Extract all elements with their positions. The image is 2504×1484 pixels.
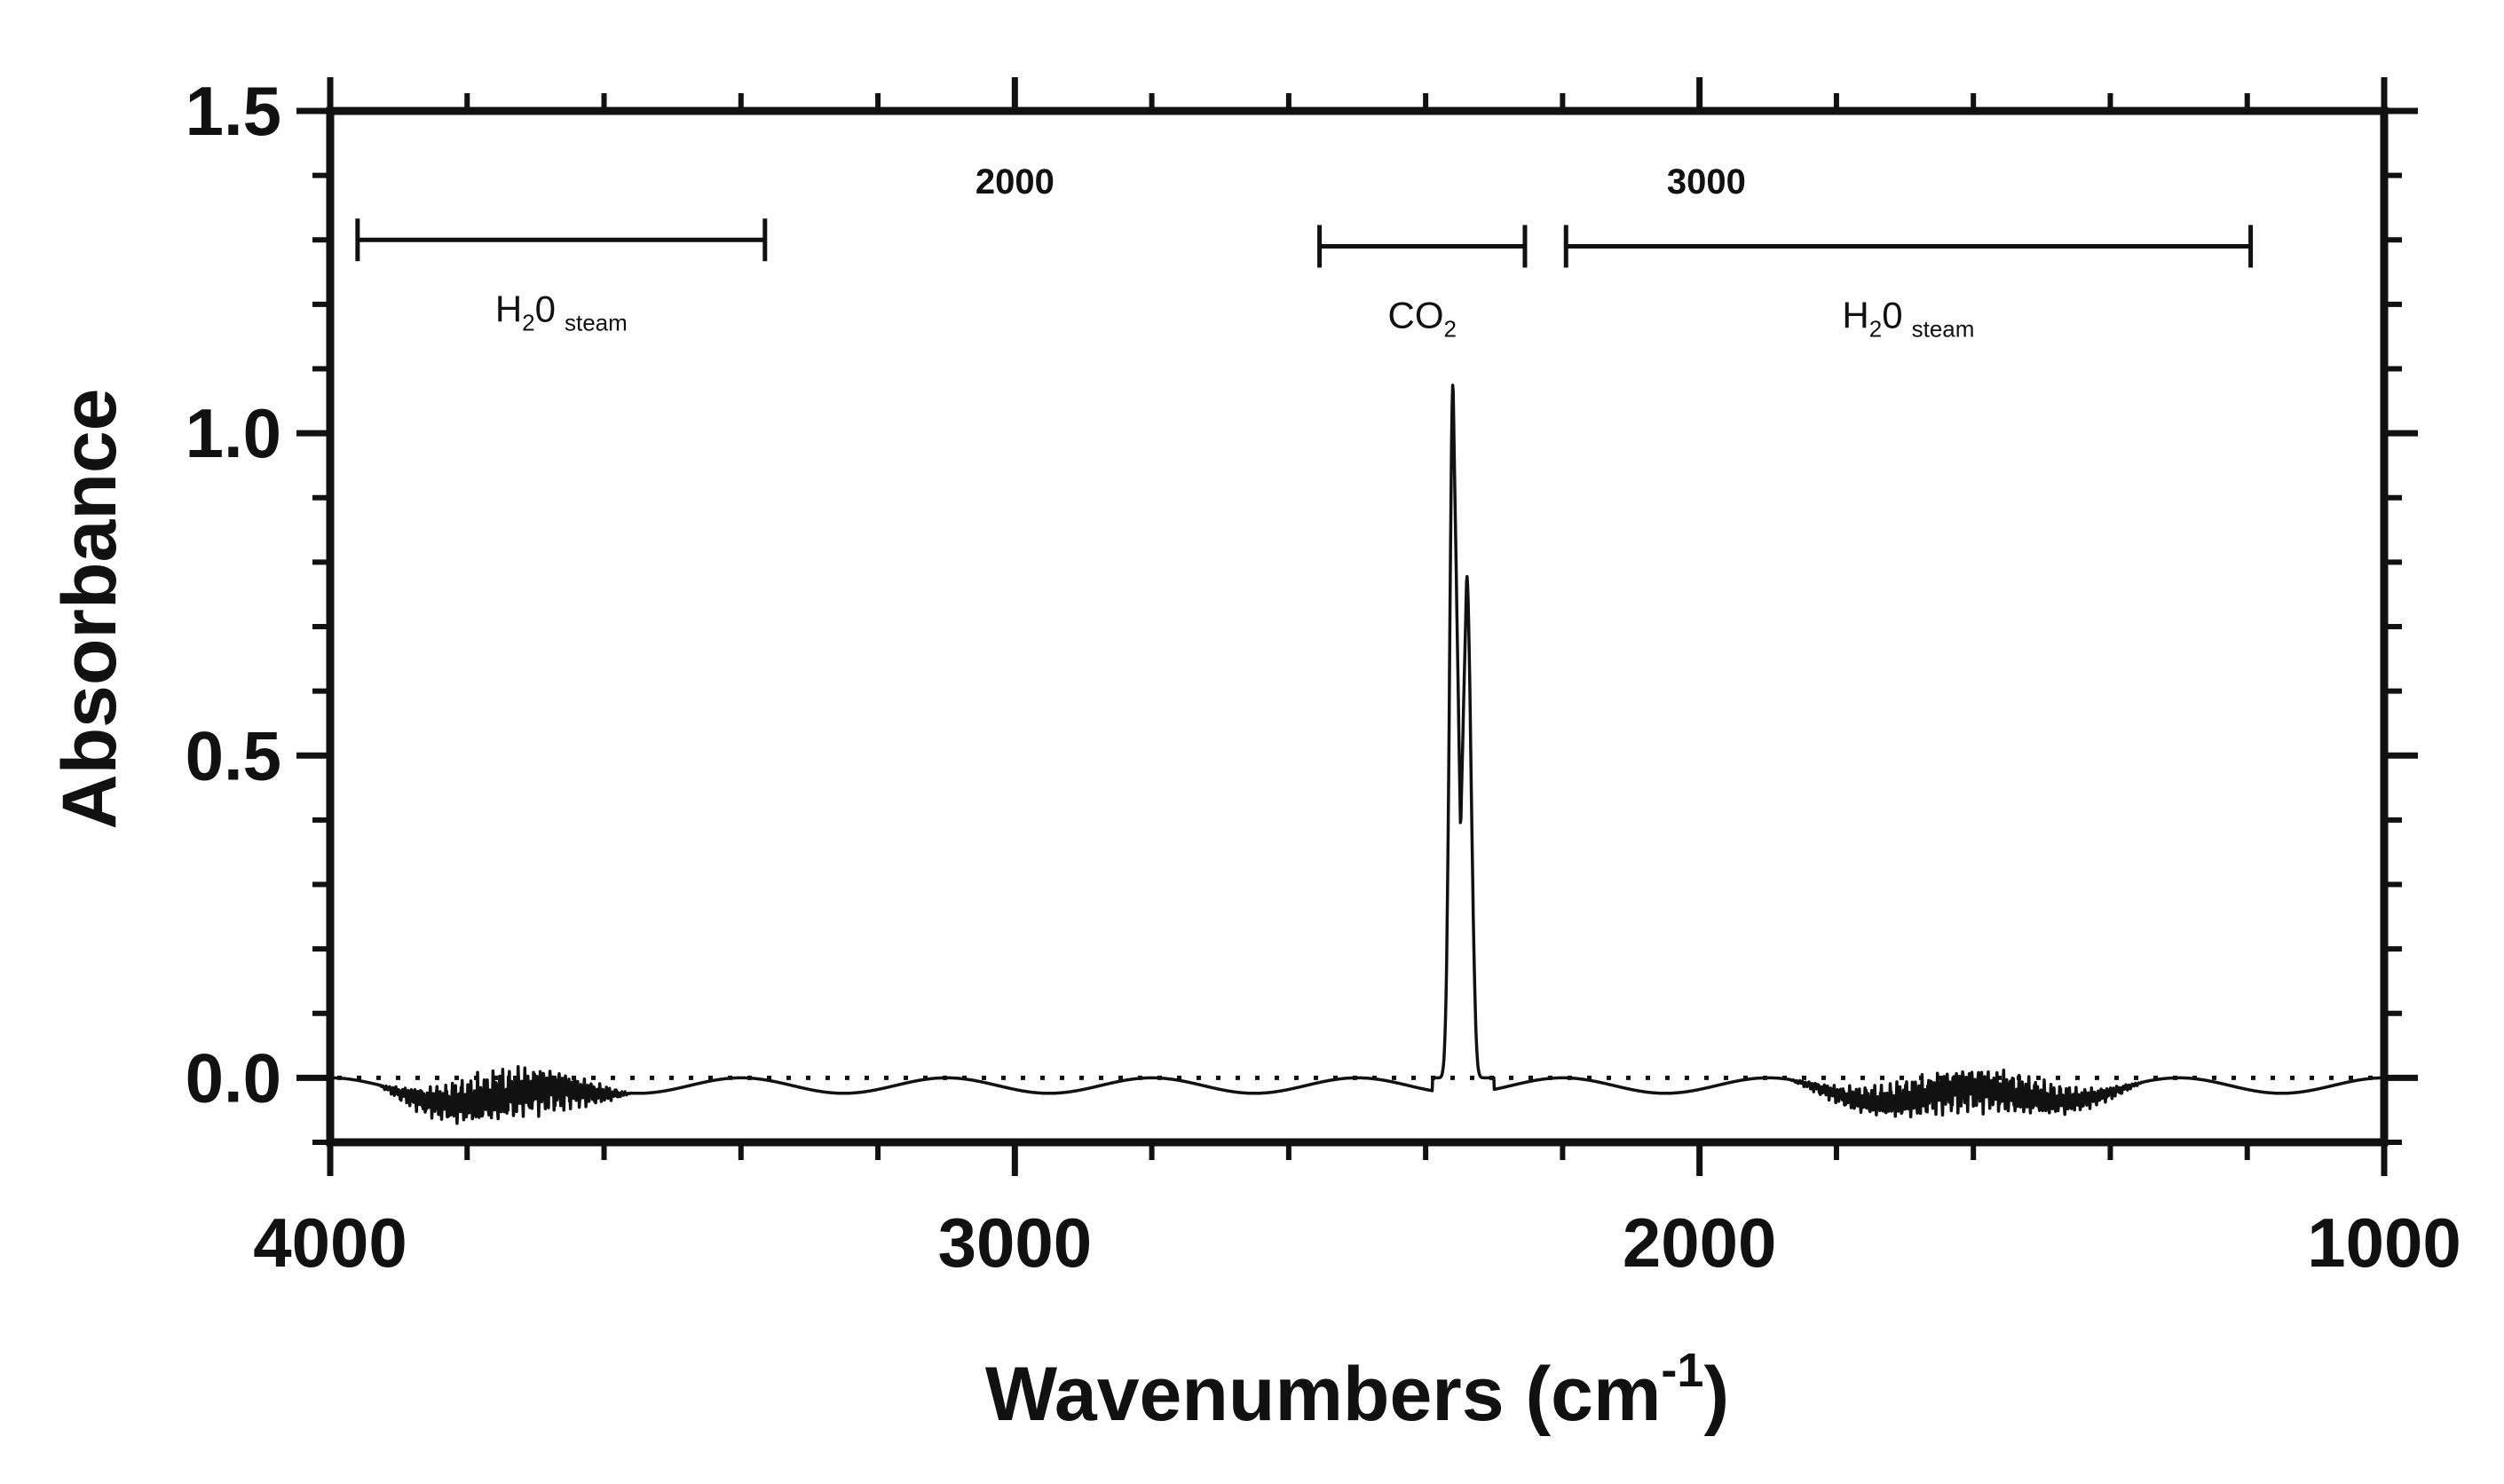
x-tick-label: 4000	[253, 1204, 407, 1282]
spectrum-line	[328, 383, 2386, 1125]
x-axis-title-close: )	[1703, 1352, 1729, 1437]
range-label-note: steam	[1912, 316, 1975, 343]
x-tick-labels: 4000 3000 2000 1000	[253, 1204, 2461, 1282]
range-label: H20 steam	[1842, 295, 1974, 343]
top-annotation-label: 3000	[1667, 162, 1746, 201]
range-label: H20 steam	[495, 288, 628, 335]
range-label-rest: 0	[1882, 295, 1902, 336]
x-tick-label: 1000	[2307, 1204, 2461, 1282]
range-label: CO2	[1388, 295, 1457, 343]
y-tick-label: 0.5	[186, 716, 281, 794]
plot-frame	[326, 107, 2389, 1147]
y-tick-label: 0.0	[186, 1038, 281, 1117]
y-tick-labels: 0.0 0.5 1.0 1.5	[186, 72, 281, 1117]
y-tick-label: 1.5	[186, 72, 281, 150]
range-label-subscript: 2	[1444, 316, 1457, 343]
x-axis-title-superscript: -1	[1661, 1344, 1703, 1397]
x-tick-label: 2000	[1623, 1204, 1777, 1282]
major-ticks	[296, 77, 2418, 1176]
y-axis-title: Absorbance	[47, 388, 132, 829]
top-annotation-label: 2000	[976, 162, 1055, 201]
range-label-note: steam	[565, 309, 628, 335]
y-tick-label: 1.0	[186, 394, 281, 472]
series-layer	[328, 383, 2386, 1125]
range-label-subscript: 2	[522, 309, 534, 335]
range-label-main: CO	[1388, 295, 1444, 336]
x-axis-title-main: Wavenumbers (cm	[985, 1352, 1662, 1437]
range-label-subscript: 2	[1869, 316, 1882, 343]
x-axis-title: Wavenumbers (cm-1)	[985, 1344, 1729, 1437]
range-label-main: H	[495, 288, 522, 329]
x-tick-label: 3000	[938, 1204, 1093, 1282]
range-label-rest: 0	[535, 288, 556, 329]
range-label-main: H	[1842, 295, 1868, 336]
minor-ticks	[312, 93, 2402, 1160]
